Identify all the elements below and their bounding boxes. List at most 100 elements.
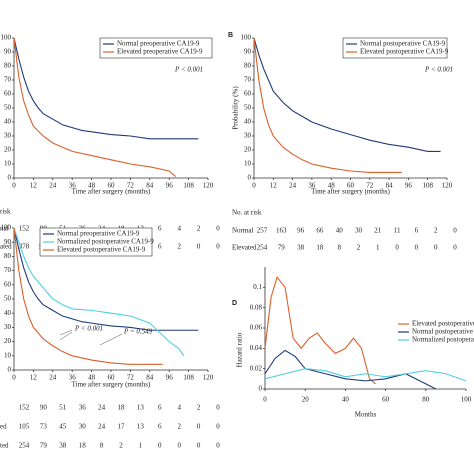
risk-row-label: ted [0,442,9,450]
risk-count: 79 [40,442,48,450]
risk-count: 152 [19,404,30,412]
y-tick-label: 80 [4,62,12,70]
x-tick-label: 60 [347,182,355,190]
legend-label: Normal preoperative CA19-9 [117,40,200,48]
x-axis-label: Months [355,411,377,419]
x-tick-label: 72 [127,182,135,190]
risk-count: 18 [79,442,87,450]
risk-count: 2 [177,243,181,251]
y-tick-label: 50 [4,104,12,112]
risk-count: 0 [216,423,220,431]
x-tick-label: 60 [108,182,116,190]
risk-count: 4 [177,225,181,233]
p-value: P < 0.001 [74,325,103,333]
y-tick-label: 80 [4,252,12,260]
x-tick-label: 100 [461,396,472,404]
panel-label: D [232,300,237,307]
x-tick-label: 72 [366,182,374,190]
x-tick-label: 96 [166,182,174,190]
risk-count: 378 [19,243,30,251]
y-tick-label: 0 [8,174,12,182]
legend-box [99,37,213,59]
y-tick-label: 90 [4,238,12,246]
risk-count: 2 [357,244,361,252]
y-tick-label: 0.02 [250,364,263,372]
risk-row-label: nal [0,225,9,233]
risk-count: 0 [216,243,220,251]
risk-row-label: ated [0,243,12,251]
x-tick-label: 36 [69,374,77,382]
x-tick-label: 108 [183,182,194,190]
x-tick-label: 40 [342,396,350,404]
x-tick-label: 108 [183,374,194,382]
arrow [59,329,73,336]
x-tick-label: 0 [252,182,256,190]
x-tick-label: 96 [166,374,174,382]
survival-curve [264,349,437,390]
y-axis-label: Hazard ratio [236,332,244,367]
legend-label: Normal preoperative CA19-9 [57,230,140,238]
risk-row-label: Normal [232,227,253,235]
risk-count: 73 [40,423,48,431]
arrow [99,333,123,346]
risk-count: 257 [257,227,268,235]
y-tick-label: 50 [4,295,12,303]
risk-count: 40 [336,227,344,235]
risk-count: 6 [158,225,162,233]
survival-curve [264,275,376,385]
y-tick-label: 30 [4,132,12,140]
p-value: P = 0.549 [123,328,153,336]
risk-count: 152 [19,225,30,233]
risk-count: 11 [394,227,401,235]
x-tick-label: 0 [12,182,16,190]
y-tick-label: 80 [244,62,252,70]
risk-title: risk [0,208,11,216]
y-tick-label: 50 [244,104,252,112]
risk-count: 24 [98,423,106,431]
risk-count: 90 [40,404,48,412]
legend-box [342,37,448,59]
y-tick-label: 30 [4,323,12,331]
survival-curve [13,227,199,331]
risk-count: 45 [59,423,67,431]
y-tick-label: 20 [4,337,12,345]
y-tick-label: 100 [1,224,12,232]
risk-count: 66 [316,227,324,235]
risk-count: 38 [59,442,67,450]
risk-count: 6 [415,227,419,235]
risk-count: 1 [139,442,143,450]
y-tick-label: 70 [4,76,12,84]
risk-title: No. at risk [232,209,262,217]
risk-count: 6 [158,404,162,412]
risk-count: 0 [197,243,201,251]
survival-curve [13,227,163,365]
y-tick-label: 10 [4,160,12,168]
risk-count: 2 [197,404,201,412]
survival-curve [253,37,441,152]
y-tick-label: 20 [4,146,12,154]
risk-count: 2 [434,227,438,235]
x-axis-label: Time after surgery (months) [311,188,390,196]
risk-count: 8 [337,244,341,252]
x-tick-label: 24 [49,182,57,190]
arrow [59,331,73,341]
risk-count: 0 [177,442,181,450]
risk-count: 38 [297,244,305,252]
y-tick-label: 10 [4,351,12,359]
risk-count: 2 [197,225,201,233]
survival-curve [13,37,199,140]
survival-curve [264,368,467,382]
x-tick-label: 48 [88,182,96,190]
x-tick-label: 12 [30,374,38,382]
risk-count: 0 [216,404,220,412]
risk-count: 0 [434,244,438,252]
risk-count: 4 [177,404,181,412]
y-tick-label: 40 [4,118,12,126]
risk-count: 1 [376,244,380,252]
x-tick-label: 120 [203,374,214,382]
panel-label: B [228,32,233,39]
p-value: P < 0.001 [174,66,203,74]
risk-count: 0 [216,442,220,450]
risk-count: 0 [197,423,201,431]
